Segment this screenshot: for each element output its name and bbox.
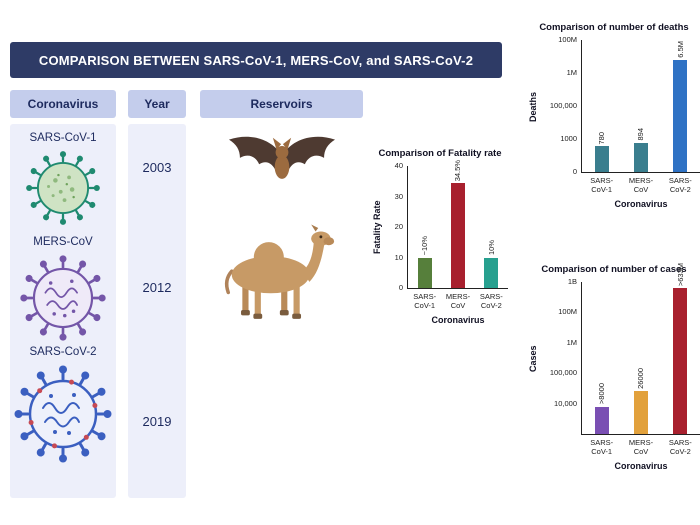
bar-slot: 34.5% <box>441 160 474 288</box>
sars-cov-1-virus-illustration <box>24 149 102 227</box>
bar-slot: 26000 <box>621 282 660 434</box>
bar-value-label: 34.5% <box>453 159 463 181</box>
y-tick-label: 0 <box>572 167 577 176</box>
x-axis-categories: SARS- CoV-1 MERS- CoV SARS- CoV-2 <box>582 176 700 194</box>
title-text: COMPARISON BETWEEN SARS-CoV-1, MERS-CoV,… <box>38 52 474 68</box>
bar <box>594 406 609 434</box>
virus-name-mers-cov: MERS-CoV <box>33 236 93 248</box>
y-axis-label: Deaths <box>528 91 538 122</box>
reservoirs-column: - <box>200 124 363 498</box>
virus-name-sars-cov-2: SARS-CoV-2 <box>29 346 97 358</box>
y-tick-label: 100,000 <box>549 368 577 378</box>
bar-value-label: 6.5M <box>675 40 685 58</box>
bar-value-label: 894 <box>636 127 646 141</box>
bar <box>417 257 432 288</box>
camel-illustration <box>200 220 350 326</box>
y-tick-label: 0 <box>398 283 403 292</box>
bar-slot: 10% <box>475 166 508 288</box>
bar-slot: 780 <box>582 40 621 172</box>
bar-value-label: 26000 <box>636 368 646 389</box>
bar <box>594 146 609 172</box>
y-axis-ticks: 10,000 100,000 1M 100M 1B <box>541 277 581 434</box>
y-tick-label: 1000 <box>560 134 577 143</box>
plot-area: 780 894 6.5M <box>581 40 700 173</box>
bar-value-label: >633M <box>675 262 685 287</box>
y-tick-label: 20 <box>394 222 403 231</box>
x-axis-label: Coronavirus <box>614 461 668 471</box>
x-category-label: MERS- CoV <box>628 176 654 194</box>
plot-area: ~10% 34.5% 10% <box>407 160 508 289</box>
x-axis-categories: SARS- CoV-1 MERS- CoV SARS- CoV-2 <box>408 292 508 310</box>
bar-slot: 894 <box>621 40 660 172</box>
y-axis-label: Fatality Rate <box>372 200 382 255</box>
y-tick-label: 1B <box>567 277 577 286</box>
chart-title: Comparison of number of cases <box>541 264 687 275</box>
bar-value-label: 10% <box>486 240 496 256</box>
virus-name-sars-cov-1: SARS-CoV-1 <box>29 132 97 144</box>
y-tick-label: 100M <box>558 307 577 317</box>
y-axis-label: Cases <box>528 345 538 372</box>
bar-slot: ~10% <box>408 166 441 288</box>
bar-value-label: >8000 <box>596 383 606 405</box>
year-mers-cov: 2012 <box>142 280 172 295</box>
x-axis-label: Coronavirus <box>614 199 668 209</box>
fatality-rate-chart: Comparison of Fatality rate Fatality Rat… <box>372 148 508 325</box>
year-sars-cov-2: 2019 <box>142 414 172 429</box>
chart-title: Comparison of Fatality rate <box>378 148 502 159</box>
year-column: 2003 2012 2019 <box>128 124 186 498</box>
bar <box>673 288 688 434</box>
y-tick-label: 100M <box>558 35 577 44</box>
bar-slot: 6.5M <box>661 40 700 172</box>
y-tick-label: 100,000 <box>549 101 577 110</box>
sars-cov-2-virus-illustration <box>13 364 113 464</box>
bar-slot: >633M <box>661 263 700 434</box>
plot-area: >8000 26000 >633M <box>581 263 700 435</box>
bar <box>484 257 499 288</box>
y-axis-ticks: 0 1000 100,000 1M 100M <box>541 35 581 176</box>
bar <box>633 391 648 434</box>
x-category-label: SARS- CoV-1 <box>590 176 614 194</box>
bar-value-label: 780 <box>596 131 606 145</box>
y-axis-ticks: 0 10 20 30 40 <box>385 161 407 292</box>
x-axis-label: Coronavirus <box>431 315 485 325</box>
x-category-label: MERS- CoV <box>445 292 471 310</box>
deaths-chart: Comparison of number of deaths Deaths 0 1… <box>528 22 700 209</box>
year-sars-cov-1: 2003 <box>142 160 172 175</box>
bar <box>633 142 648 172</box>
coronavirus-column: SARS-CoV-1 MERS-CoV <box>10 124 116 498</box>
column-header-coronavirus: Coronavirus <box>10 90 116 118</box>
column-header-reservoirs: Reservoirs <box>200 90 363 118</box>
x-category-label: SARS- CoV-2 <box>479 292 503 310</box>
x-category-label: SARS- CoV-1 <box>413 292 437 310</box>
y-tick-label: 10,000 <box>554 398 577 408</box>
x-axis-categories: SARS- CoV-1 MERS- CoV SARS- CoV-2 <box>582 438 700 456</box>
bar <box>673 59 688 172</box>
bar <box>450 182 465 288</box>
x-category-label: SARS- CoV-1 <box>590 438 614 456</box>
title-banner: COMPARISON BETWEEN SARS-CoV-1, MERS-CoV,… <box>10 42 502 78</box>
x-category-label: MERS- CoV <box>628 438 654 456</box>
cases-chart: Comparison of number of cases Cases 10,0… <box>528 263 700 471</box>
y-tick-label: 1M <box>566 68 577 77</box>
x-category-label: SARS- CoV-2 <box>668 176 692 194</box>
bar-value-label: ~10% <box>419 236 429 256</box>
chart-title: Comparison of number of deaths <box>539 22 689 33</box>
y-tick-label: 1M <box>566 337 577 347</box>
bar-slot: >8000 <box>582 282 621 434</box>
y-tick-label: 40 <box>394 161 403 170</box>
y-tick-label: 10 <box>394 252 403 262</box>
column-header-year: Year <box>128 90 186 118</box>
bat-illustration <box>218 130 346 204</box>
y-tick-label: 30 <box>394 191 403 201</box>
mers-cov-virus-illustration <box>18 254 108 342</box>
x-category-label: SARS- CoV-2 <box>668 438 692 456</box>
